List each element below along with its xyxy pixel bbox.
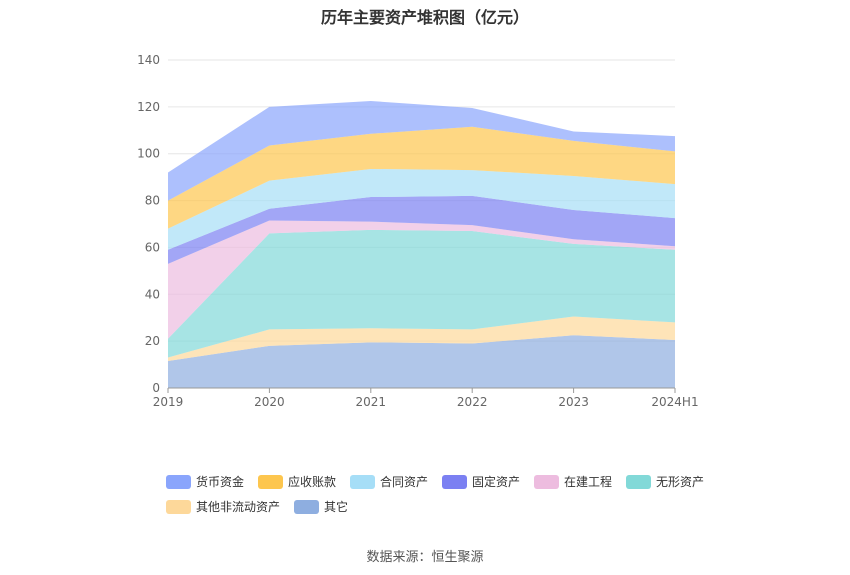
x-tick-label: 2021 — [356, 395, 387, 409]
legend-swatch — [350, 475, 375, 489]
y-tick-label: 20 — [145, 334, 160, 348]
area-固定资产 — [168, 195, 675, 264]
legend-label: 其它 — [324, 499, 348, 514]
x-tick-label: 2023 — [558, 395, 589, 409]
y-tick-label: 100 — [137, 147, 160, 161]
legend-label: 合同资产 — [380, 474, 428, 489]
y-tick-label: 0 — [152, 381, 160, 395]
legend-label: 固定资产 — [472, 474, 520, 489]
area-应收账款 — [168, 126, 675, 229]
source-note: 数据来源：恒生聚源 — [366, 550, 484, 565]
y-tick-label: 80 — [145, 194, 160, 208]
axes: 0 20 40 60 80 100 120 140 2019 2020 2021 2022 2023 20… — [137, 53, 699, 409]
legend-label: 其他非流动资产 — [196, 500, 280, 514]
y-tick-label: 60 — [145, 240, 160, 254]
area-合同资产 — [168, 168, 675, 250]
legend-swatch — [258, 475, 283, 489]
legend-label: 在建工程 — [564, 474, 612, 489]
area-无形资产 — [168, 229, 675, 358]
area-其它 — [168, 335, 675, 388]
y-tick-label: 140 — [137, 53, 160, 67]
y-tick-label: 120 — [137, 100, 160, 114]
legend-label: 应收账款 — [288, 474, 336, 489]
x-tick-label: 2022 — [457, 395, 488, 409]
area-其他非流动资产 — [168, 316, 675, 362]
x-tick-label: 2024H1 — [651, 395, 698, 409]
legend-label: 货币资金 — [196, 474, 244, 489]
legend-swatch — [294, 500, 319, 514]
legend-swatch — [166, 500, 191, 514]
legend-swatch — [626, 475, 651, 489]
legend-swatch — [534, 475, 559, 489]
x-tick-label: 2020 — [254, 395, 285, 409]
legend-swatch — [166, 475, 191, 489]
area-series — [168, 101, 675, 388]
legend-swatch — [442, 475, 467, 489]
y-tick-label: 40 — [145, 287, 160, 301]
x-tick-label: 2019 — [153, 395, 184, 409]
area-货币资金 — [168, 101, 675, 201]
legend-label: 无形资产 — [656, 475, 704, 489]
chart-title: 历年主要资产堆积图（亿元） — [320, 8, 529, 27]
